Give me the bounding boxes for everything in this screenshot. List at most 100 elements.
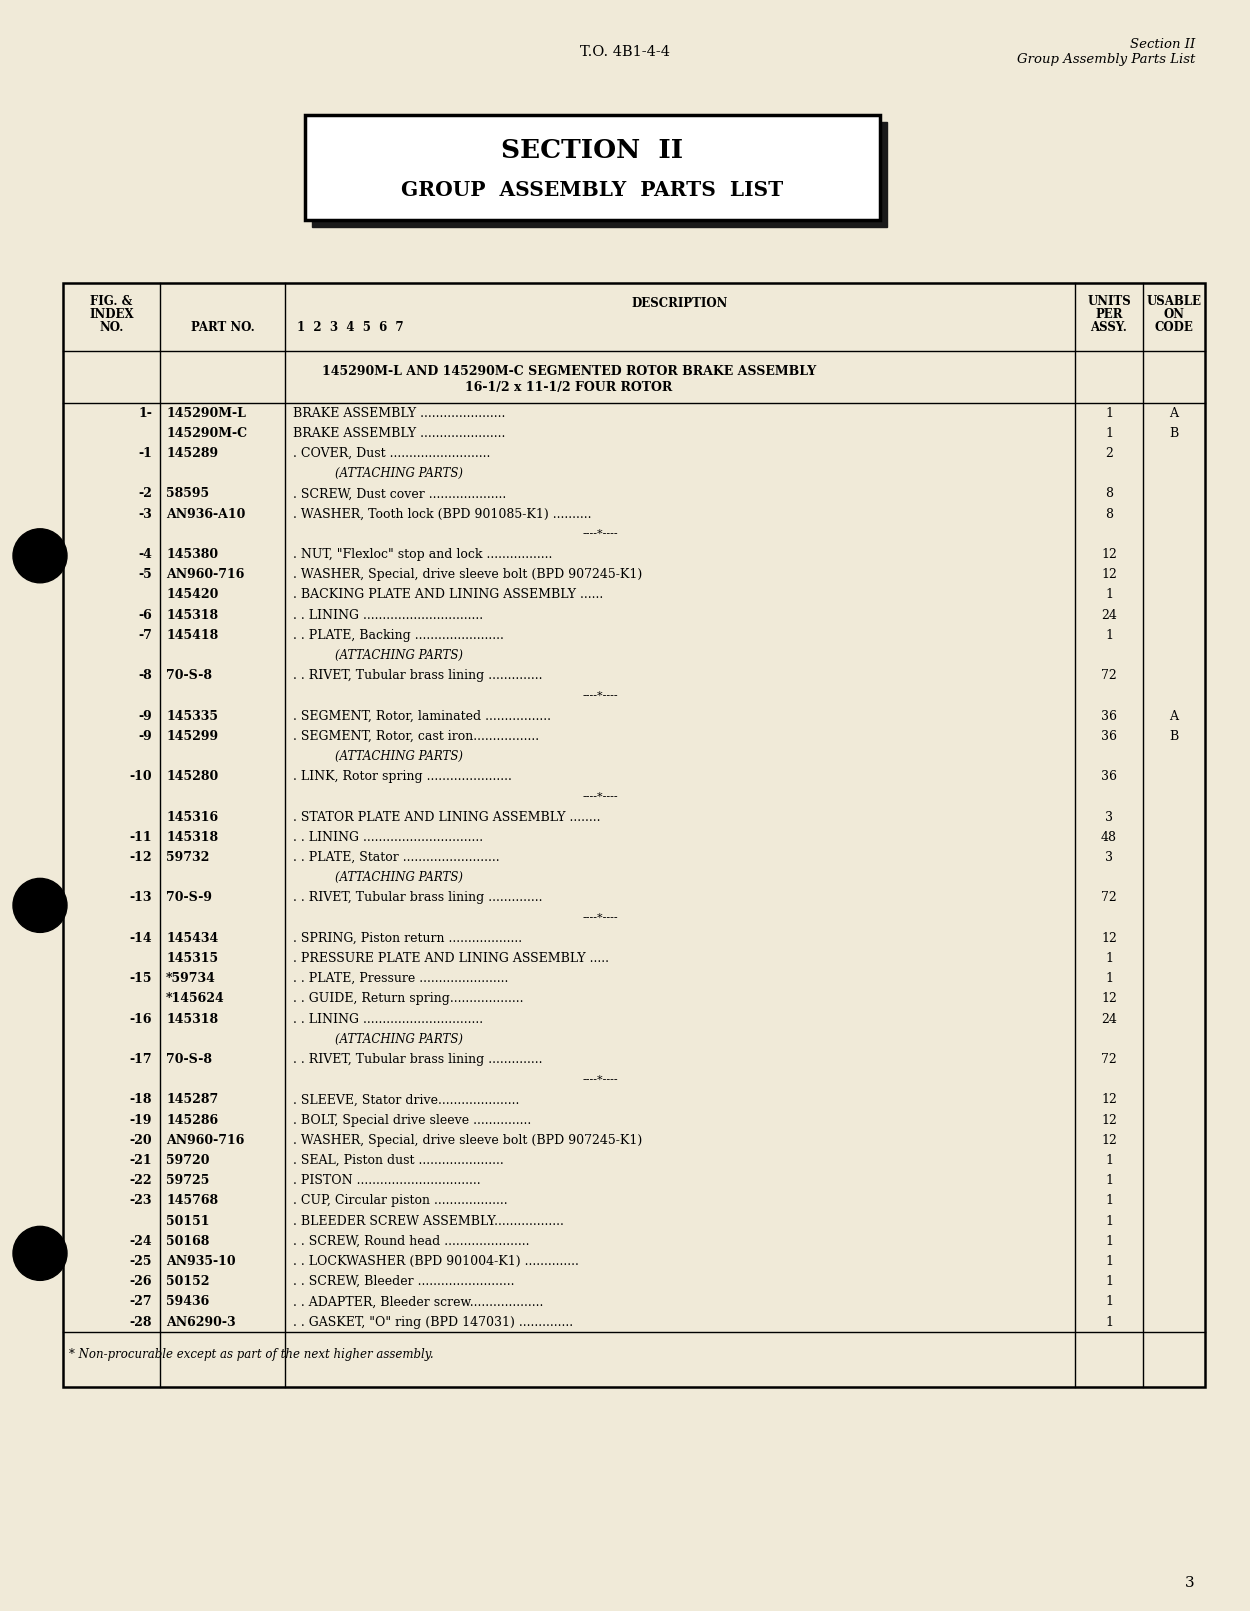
Text: . . LINING ...............................: . . LINING .............................… xyxy=(292,831,482,844)
Text: 72: 72 xyxy=(1101,669,1118,681)
Text: 59732: 59732 xyxy=(166,851,210,863)
Text: -5: -5 xyxy=(139,569,152,582)
Text: -2: -2 xyxy=(138,488,152,501)
Text: -12: -12 xyxy=(130,851,152,863)
Text: . . ADAPTER, Bleeder screw...................: . . ADAPTER, Bleeder screw..............… xyxy=(292,1295,544,1308)
Text: 1: 1 xyxy=(1105,1234,1112,1249)
Text: BRAKE ASSEMBLY ......................: BRAKE ASSEMBLY ...................... xyxy=(292,427,505,440)
Text: 72: 72 xyxy=(1101,1054,1118,1066)
Text: 1: 1 xyxy=(1105,1295,1112,1308)
Text: . . PLATE, Pressure .......................: . . PLATE, Pressure ....................… xyxy=(292,971,509,986)
Text: T.O. 4B1-4-4: T.O. 4B1-4-4 xyxy=(580,45,670,60)
Circle shape xyxy=(12,1226,68,1281)
Text: . . LINING ...............................: . . LINING .............................… xyxy=(292,1013,482,1026)
Text: 70-S-8: 70-S-8 xyxy=(166,669,212,681)
Text: 2: 2 xyxy=(1105,446,1112,461)
Text: ----*----: ----*---- xyxy=(582,691,618,701)
Text: . STATOR PLATE AND LINING ASSEMBLY ........: . STATOR PLATE AND LINING ASSEMBLY .....… xyxy=(292,810,600,823)
Text: -27: -27 xyxy=(130,1295,152,1308)
Text: 12: 12 xyxy=(1101,1094,1118,1107)
Text: 1: 1 xyxy=(1105,1316,1112,1329)
Text: 145318: 145318 xyxy=(166,1013,219,1026)
Bar xyxy=(62,284,1205,1387)
Text: 50151: 50151 xyxy=(166,1215,210,1228)
Text: . . GUIDE, Return spring...................: . . GUIDE, Return spring................… xyxy=(292,992,524,1005)
Text: . CUP, Circular piston ...................: . CUP, Circular piston .................… xyxy=(292,1194,508,1207)
Text: 1-: 1- xyxy=(138,406,152,419)
Text: -18: -18 xyxy=(130,1094,152,1107)
Text: AN960-716: AN960-716 xyxy=(166,1134,245,1147)
Text: -17: -17 xyxy=(130,1054,152,1066)
Text: 1: 1 xyxy=(1105,406,1112,419)
Text: 145315: 145315 xyxy=(166,952,219,965)
Text: AN935-10: AN935-10 xyxy=(166,1255,235,1268)
Text: -13: -13 xyxy=(130,891,152,904)
Text: . SCREW, Dust cover ....................: . SCREW, Dust cover .................... xyxy=(292,488,506,501)
Text: 50152: 50152 xyxy=(166,1276,210,1289)
Text: . . RIVET, Tubular brass lining ..............: . . RIVET, Tubular brass lining ........… xyxy=(292,891,542,904)
Text: 145316: 145316 xyxy=(166,810,219,823)
Text: . SEGMENT, Rotor, cast iron.................: . SEGMENT, Rotor, cast iron.............… xyxy=(292,730,539,743)
Text: 3: 3 xyxy=(1105,810,1112,823)
Text: 145318: 145318 xyxy=(166,831,219,844)
Text: ----*----: ----*---- xyxy=(582,530,618,540)
Text: Section II: Section II xyxy=(1130,37,1195,50)
Text: 1: 1 xyxy=(1105,628,1112,641)
Text: 145418: 145418 xyxy=(166,628,219,641)
Text: AN960-716: AN960-716 xyxy=(166,569,245,582)
Text: . BOLT, Special drive sleeve ...............: . BOLT, Special drive sleeve ...........… xyxy=(292,1113,531,1126)
Text: 8: 8 xyxy=(1105,488,1112,501)
Text: Group Assembly Parts List: Group Assembly Parts List xyxy=(1016,53,1195,66)
Text: . . SCREW, Bleeder .........................: . . SCREW, Bleeder .....................… xyxy=(292,1276,515,1289)
Text: . WASHER, Tooth lock (BPD 901085-K1) ..........: . WASHER, Tooth lock (BPD 901085-K1) ...… xyxy=(292,507,591,520)
Text: . . RIVET, Tubular brass lining ..............: . . RIVET, Tubular brass lining ........… xyxy=(292,1054,542,1066)
Text: (ATTACHING PARTS): (ATTACHING PARTS) xyxy=(335,467,462,480)
Text: -22: -22 xyxy=(130,1174,152,1187)
Text: 24: 24 xyxy=(1101,609,1118,622)
Text: 24: 24 xyxy=(1101,1013,1118,1026)
Text: 1: 1 xyxy=(1105,952,1112,965)
Text: -15: -15 xyxy=(130,971,152,986)
Text: AN6290-3: AN6290-3 xyxy=(166,1316,235,1329)
Text: ON: ON xyxy=(1164,308,1185,321)
Text: -9: -9 xyxy=(139,730,152,743)
Text: . . PLATE, Stator .........................: . . PLATE, Stator ......................… xyxy=(292,851,500,863)
Text: 12: 12 xyxy=(1101,548,1118,561)
Text: -24: -24 xyxy=(130,1234,152,1249)
Text: 72: 72 xyxy=(1101,891,1118,904)
Text: 145318: 145318 xyxy=(166,609,219,622)
Text: . PRESSURE PLATE AND LINING ASSEMBLY .....: . PRESSURE PLATE AND LINING ASSEMBLY ...… xyxy=(292,952,609,965)
Text: 145380: 145380 xyxy=(166,548,219,561)
Text: . WASHER, Special, drive sleeve bolt (BPD 907245-K1): . WASHER, Special, drive sleeve bolt (BP… xyxy=(292,1134,642,1147)
Text: -7: -7 xyxy=(138,628,152,641)
Text: CODE: CODE xyxy=(1155,321,1194,333)
Text: -8: -8 xyxy=(139,669,152,681)
Text: 1: 1 xyxy=(1105,1153,1112,1166)
Text: 59720: 59720 xyxy=(166,1153,210,1166)
Text: 145287: 145287 xyxy=(166,1094,219,1107)
Text: 3: 3 xyxy=(1105,851,1112,863)
Text: -19: -19 xyxy=(130,1113,152,1126)
Text: 36: 36 xyxy=(1101,770,1118,783)
Text: A: A xyxy=(1170,709,1179,723)
Text: . NUT, "Flexloc" stop and lock .................: . NUT, "Flexloc" stop and lock .........… xyxy=(292,548,552,561)
Text: (ATTACHING PARTS): (ATTACHING PARTS) xyxy=(335,1033,462,1046)
Text: 1: 1 xyxy=(1105,427,1112,440)
Text: ASSY.: ASSY. xyxy=(1090,321,1128,333)
Text: . BACKING PLATE AND LINING ASSEMBLY ......: . BACKING PLATE AND LINING ASSEMBLY ....… xyxy=(292,588,604,601)
Text: 1: 1 xyxy=(1105,1194,1112,1207)
Text: 12: 12 xyxy=(1101,569,1118,582)
Text: 59725: 59725 xyxy=(166,1174,210,1187)
Text: . LINK, Rotor spring ......................: . LINK, Rotor spring ...................… xyxy=(292,770,512,783)
Text: -3: -3 xyxy=(139,507,152,520)
Text: 70-S-8: 70-S-8 xyxy=(166,1054,212,1066)
Text: USABLE: USABLE xyxy=(1146,295,1201,308)
Text: 145420: 145420 xyxy=(166,588,219,601)
Text: AN936-A10: AN936-A10 xyxy=(166,507,245,520)
Bar xyxy=(312,122,888,227)
Text: 36: 36 xyxy=(1101,709,1118,723)
Text: UNITS: UNITS xyxy=(1088,295,1131,308)
Text: ----*----: ----*---- xyxy=(582,793,618,802)
Text: . . GASKET, "O" ring (BPD 147031) ..............: . . GASKET, "O" ring (BPD 147031) ......… xyxy=(292,1316,572,1329)
Text: . . LOCKWASHER (BPD 901004-K1) ..............: . . LOCKWASHER (BPD 901004-K1) .........… xyxy=(292,1255,579,1268)
